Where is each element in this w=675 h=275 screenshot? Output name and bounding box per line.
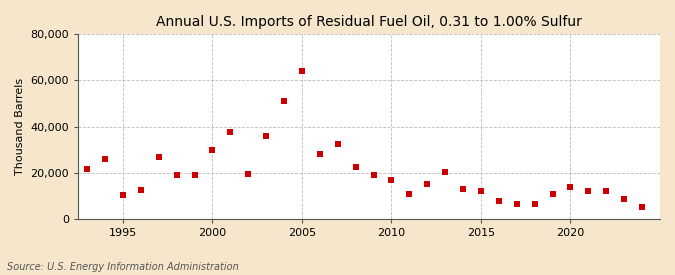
Point — [583, 189, 594, 194]
Point — [368, 173, 379, 177]
Point — [422, 182, 433, 186]
Point — [547, 191, 558, 196]
Point — [512, 202, 522, 206]
Point — [440, 169, 451, 174]
Y-axis label: Thousand Barrels: Thousand Barrels — [15, 78, 25, 175]
Point — [350, 165, 361, 169]
Point — [225, 130, 236, 135]
Point — [136, 188, 146, 192]
Point — [243, 172, 254, 176]
Point — [529, 202, 540, 206]
Point — [82, 167, 92, 172]
Point — [458, 187, 468, 191]
Text: Source: U.S. Energy Information Administration: Source: U.S. Energy Information Administ… — [7, 262, 238, 272]
Point — [565, 185, 576, 189]
Point — [279, 99, 290, 103]
Point — [619, 197, 630, 202]
Point — [476, 189, 487, 194]
Title: Annual U.S. Imports of Residual Fuel Oil, 0.31 to 1.00% Sulfur: Annual U.S. Imports of Residual Fuel Oil… — [156, 15, 582, 29]
Point — [315, 152, 325, 156]
Point — [261, 134, 271, 138]
Point — [332, 142, 343, 146]
Point — [171, 173, 182, 177]
Point — [386, 178, 397, 182]
Point — [153, 155, 164, 159]
Point — [601, 189, 612, 194]
Point — [404, 191, 414, 196]
Point — [493, 198, 504, 203]
Point — [207, 147, 218, 152]
Point — [296, 69, 307, 73]
Point — [100, 157, 111, 161]
Point — [189, 173, 200, 177]
Point — [637, 205, 647, 210]
Point — [117, 192, 128, 197]
